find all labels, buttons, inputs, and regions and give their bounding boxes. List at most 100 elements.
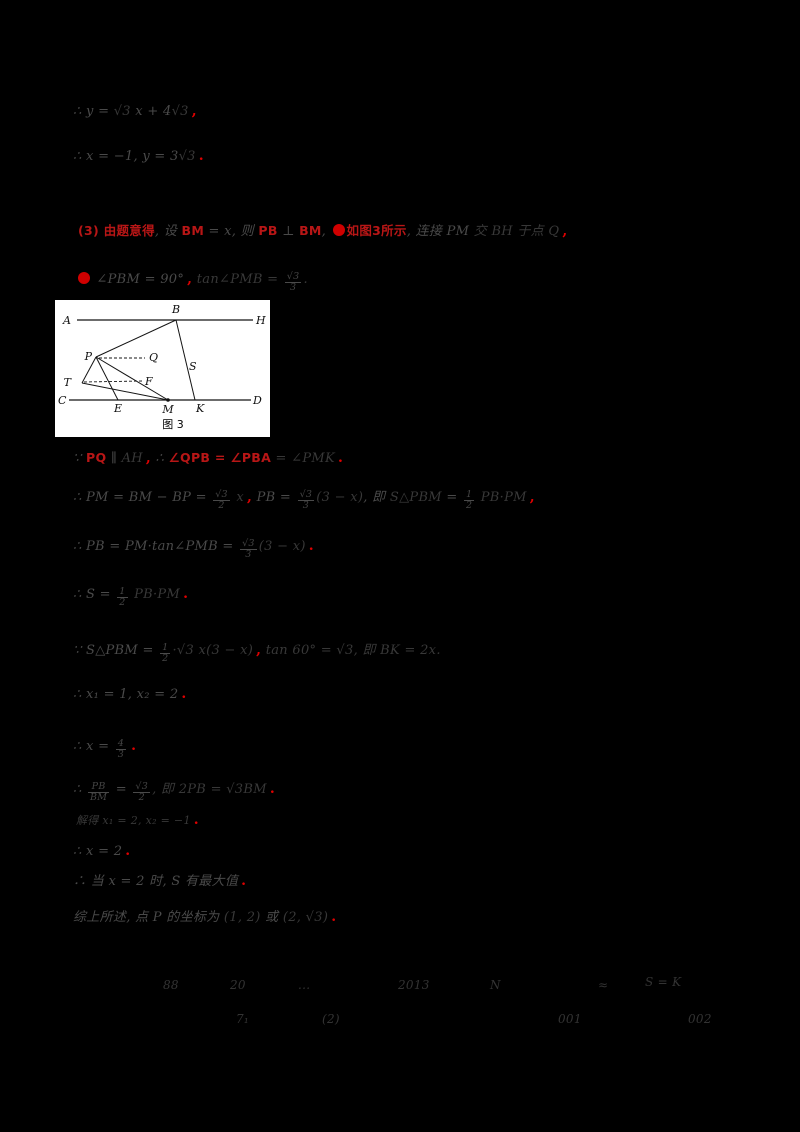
math-text: . bbox=[303, 272, 308, 287]
math-text: (1, 2) bbox=[223, 910, 266, 925]
segment-TF-dashed bbox=[83, 380, 143, 383]
math-line-13: 解得 x₁ = 2, x₂ = −1. bbox=[76, 812, 199, 828]
figure-caption: 图 3 bbox=[162, 418, 184, 431]
math-text: ) bbox=[322, 910, 329, 925]
ghost-mark: 20 bbox=[230, 978, 246, 992]
label-M: M bbox=[161, 403, 174, 416]
fraction: √3 2 bbox=[213, 488, 230, 511]
math-text: ∴ bbox=[151, 451, 169, 466]
math-text: . bbox=[436, 643, 441, 658]
ghost-mark: 2013 bbox=[398, 978, 430, 992]
red-highlight-text: ∠QPB = ∠PBA bbox=[168, 450, 272, 465]
math-text: ∴ y = bbox=[73, 104, 114, 119]
label-A: A bbox=[62, 314, 71, 327]
math-text: ∥ bbox=[106, 451, 122, 466]
red-punctuation-mark: , bbox=[562, 223, 568, 239]
math-text: 20 bbox=[230, 978, 246, 992]
point-M-dot bbox=[166, 398, 170, 402]
red-punctuation-mark: . bbox=[125, 843, 131, 859]
math-text: PB·PM bbox=[129, 587, 181, 602]
math-text: 交 BH 于点 Q bbox=[473, 224, 560, 239]
fraction: √3 2 bbox=[133, 780, 151, 803]
red-punctuation-mark: . bbox=[193, 812, 199, 828]
fraction: PB BM bbox=[88, 780, 110, 803]
ghost-mark: 002 bbox=[688, 1012, 712, 1026]
math-text: ∠PBM = 90° bbox=[92, 272, 185, 287]
red-circle-marker-icon bbox=[332, 224, 345, 236]
math-text: S = K bbox=[645, 975, 682, 989]
math-text: = bbox=[441, 490, 462, 505]
math-line-3: (3) 由题意得, 设 BM = x, 则 PB ⊥ BM, 如图3所示, 连接… bbox=[78, 220, 568, 239]
math-text: PB·PM bbox=[476, 490, 527, 505]
math-text: = bbox=[111, 782, 132, 797]
label-P: P bbox=[84, 350, 93, 363]
label-C: C bbox=[58, 394, 67, 407]
math-line-10: ∴ x₁ = 1, x₂ = 2. bbox=[73, 686, 187, 702]
red-highlight-text: 如图3所示 bbox=[346, 223, 407, 238]
red-punctuation-mark: . bbox=[331, 909, 337, 925]
math-text: ∴ 当 x = 2 时, S 有最大值 bbox=[73, 874, 239, 889]
fraction: √3 3 bbox=[284, 270, 302, 293]
math-text: tan∠PMB = bbox=[192, 272, 283, 287]
math-text: √3 bbox=[113, 104, 131, 119]
ghost-mark: S = K bbox=[645, 975, 681, 989]
ghost-mark: 88 bbox=[163, 978, 179, 992]
math-line-2: ∴ x = −1, y = 3√3. bbox=[73, 148, 204, 164]
red-punctuation-mark: , bbox=[191, 103, 197, 119]
math-line-9: ∵ S△PBM = 1 2 ·√3 x(3 − x), tan 60° = √3, … bbox=[73, 639, 441, 664]
red-punctuation-mark: . bbox=[269, 781, 276, 797]
math-text: 7₁ bbox=[236, 1012, 250, 1026]
math-text: , bbox=[321, 224, 331, 239]
label-F: F bbox=[144, 375, 153, 388]
math-text: √3 bbox=[336, 643, 354, 658]
math-line-16: 综上所述, 点 P 的坐标为 (1, 2) 或 (2, √3). bbox=[73, 906, 336, 925]
segment-PM bbox=[95, 356, 169, 401]
math-text: ∴ PM = BM − BP = bbox=[73, 490, 212, 505]
segment-TM bbox=[81, 382, 169, 401]
math-line-7: ∴ PB = PM·tan∠PMB = √3 3 (3 − x). bbox=[73, 538, 314, 560]
label-K: K bbox=[195, 402, 205, 415]
label-E: E bbox=[113, 402, 122, 415]
math-text: (2, bbox=[282, 910, 306, 925]
math-text: x + 4 bbox=[130, 104, 172, 119]
ghost-mark: 7₁ bbox=[236, 1012, 249, 1026]
ghost-mark: (2) bbox=[322, 1012, 340, 1026]
geometry-figure: A B H P Q S T F C E M K D 图 3 bbox=[55, 300, 270, 437]
math-text: ∴ x₁ = 1, x₂ = 2 bbox=[73, 687, 179, 702]
math-text: ⊥ bbox=[277, 224, 300, 239]
math-text: , 连接 PM bbox=[406, 224, 474, 239]
math-text: √3 bbox=[176, 643, 195, 658]
label-D: D bbox=[252, 394, 262, 407]
ghost-mark: ≈ bbox=[598, 978, 608, 992]
math-text: , 设 bbox=[154, 224, 182, 239]
math-text: √3 bbox=[171, 104, 189, 119]
math-text: 2013 bbox=[398, 978, 430, 992]
label-H: H bbox=[255, 314, 266, 327]
red-punctuation-mark: , bbox=[256, 642, 262, 658]
math-line-4: ∠PBM = 90°, tan∠PMB = √3 3. bbox=[76, 271, 308, 293]
math-text: x bbox=[231, 490, 244, 505]
math-text: ∴ bbox=[73, 782, 87, 797]
math-text: N bbox=[490, 978, 501, 992]
math-line-14: ∴ x = 2. bbox=[73, 843, 130, 859]
math-text: S△PBM bbox=[389, 490, 442, 505]
math-text: ∴ S = bbox=[73, 587, 116, 602]
math-line-12: ∴ PB BM = √3 2, 即 2PB = √3BM. bbox=[73, 778, 275, 803]
math-text: 解得 x₁ = 2, x₂ = −1 bbox=[76, 814, 191, 827]
math-text: , 即 bbox=[363, 490, 390, 505]
math-text: 002 bbox=[688, 1012, 712, 1026]
math-text: ∵ bbox=[73, 451, 87, 466]
label-S: S bbox=[189, 360, 197, 373]
math-text: , 即 2PB = √3BM bbox=[152, 782, 267, 797]
math-line-15: ∴ 当 x = 2 时, S 有最大值. bbox=[73, 870, 246, 889]
red-punctuation-mark: . bbox=[338, 450, 344, 466]
red-punctuation-mark: . bbox=[308, 538, 314, 554]
red-punctuation-mark: , bbox=[529, 489, 535, 505]
math-text: (3 − x) bbox=[316, 490, 364, 505]
fraction: √3 3 bbox=[297, 488, 315, 511]
red-punctuation-mark: . bbox=[241, 873, 247, 889]
